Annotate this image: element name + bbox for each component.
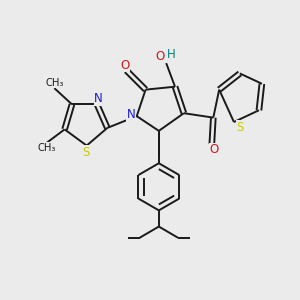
Text: O: O (120, 59, 130, 72)
Text: CH₃: CH₃ (45, 78, 64, 88)
Text: S: S (237, 121, 244, 134)
Text: CH₃: CH₃ (38, 143, 56, 153)
Text: N: N (94, 92, 103, 105)
Text: N: N (127, 108, 136, 121)
Text: H: H (167, 48, 176, 62)
Text: O: O (155, 50, 164, 63)
Text: S: S (82, 146, 90, 159)
Text: O: O (210, 143, 219, 157)
